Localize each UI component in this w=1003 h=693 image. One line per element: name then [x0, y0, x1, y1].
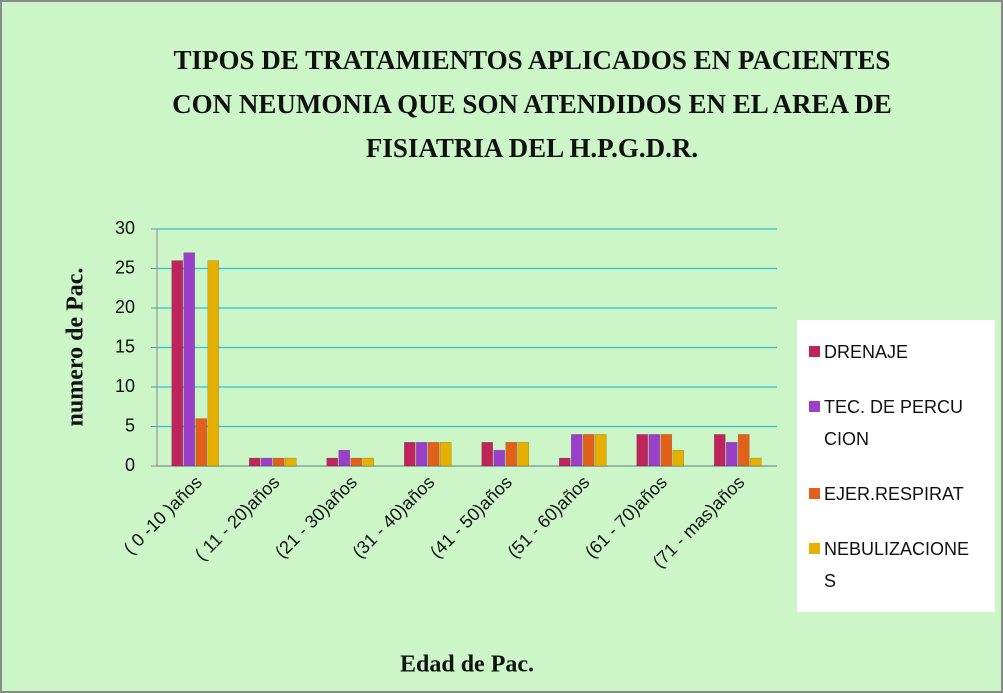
- legend-item: DRENAJE: [809, 336, 995, 368]
- bar: [439, 441, 452, 467]
- legend-swatch: [809, 487, 820, 499]
- bar: [350, 457, 363, 467]
- bar: [493, 449, 506, 467]
- y-tick-label: 10: [115, 376, 135, 396]
- bar: [338, 449, 351, 467]
- y-tick-label: 25: [115, 257, 135, 277]
- bar: [749, 457, 762, 467]
- legend-item: NEBULIZACIONES: [809, 533, 995, 597]
- legend-label: NEBULIZACIONES: [824, 538, 970, 591]
- x-tick-label: ( 0 -10 )años: [120, 472, 206, 558]
- bar: [427, 441, 440, 467]
- x-tick-label: (31 - 40)años: [349, 472, 439, 562]
- bar: [570, 434, 583, 467]
- bar: [505, 441, 518, 467]
- legend-item: TEC. DE PERCUCION: [809, 391, 995, 455]
- bar: [207, 260, 220, 467]
- legend-label: TEC. DE PERCUCION: [824, 396, 964, 449]
- legend: DRENAJE TEC. DE PERCUCION EJER.RESPIRAT NEB…: [797, 320, 995, 612]
- bar: [660, 434, 673, 467]
- bar: [362, 457, 375, 467]
- legend-swatch: [809, 400, 820, 412]
- chart-title: TIPOS DE TRATAMIENTOS APLICADOS EN PACIE…: [172, 45, 892, 163]
- y-axis-label: numero de Pac.: [63, 268, 89, 427]
- bar: [171, 260, 184, 467]
- bar: [737, 434, 750, 467]
- x-tick-label: (21 - 30)años: [271, 472, 361, 562]
- legend-swatch: [809, 542, 820, 554]
- bar: [648, 434, 661, 467]
- y-tick-label: 20: [115, 297, 135, 317]
- x-axis-label: Edad de Pac.: [400, 652, 534, 678]
- legend-label: EJER.RESPIRAT: [824, 483, 964, 504]
- bar: [415, 441, 428, 467]
- x-tick-label: (41 - 50)años: [426, 472, 516, 562]
- bar: [517, 441, 530, 467]
- bar: [183, 252, 196, 467]
- bar: [558, 457, 571, 467]
- legend-item: EJER.RESPIRAT: [809, 478, 995, 510]
- legend-swatch: [809, 345, 820, 357]
- y-tick-label: 0: [125, 455, 135, 475]
- bar: [403, 441, 416, 467]
- x-tick-label: (51 - 60)años: [504, 472, 594, 562]
- y-tick-label: 30: [115, 218, 135, 238]
- bar: [284, 457, 297, 467]
- bar: [725, 441, 738, 467]
- bar: [713, 434, 726, 467]
- bar: [481, 441, 494, 467]
- bar: [326, 457, 339, 467]
- bar: [582, 434, 595, 467]
- bar: [272, 457, 285, 467]
- bar: [636, 434, 649, 467]
- bar: [672, 449, 685, 467]
- bar: [594, 434, 607, 467]
- y-tick-label: 15: [115, 336, 135, 356]
- legend-label: DRENAJE: [824, 341, 909, 362]
- bar: [248, 457, 261, 467]
- y-tick-label: 5: [125, 415, 135, 435]
- bar: [260, 457, 273, 467]
- bar: [195, 418, 208, 467]
